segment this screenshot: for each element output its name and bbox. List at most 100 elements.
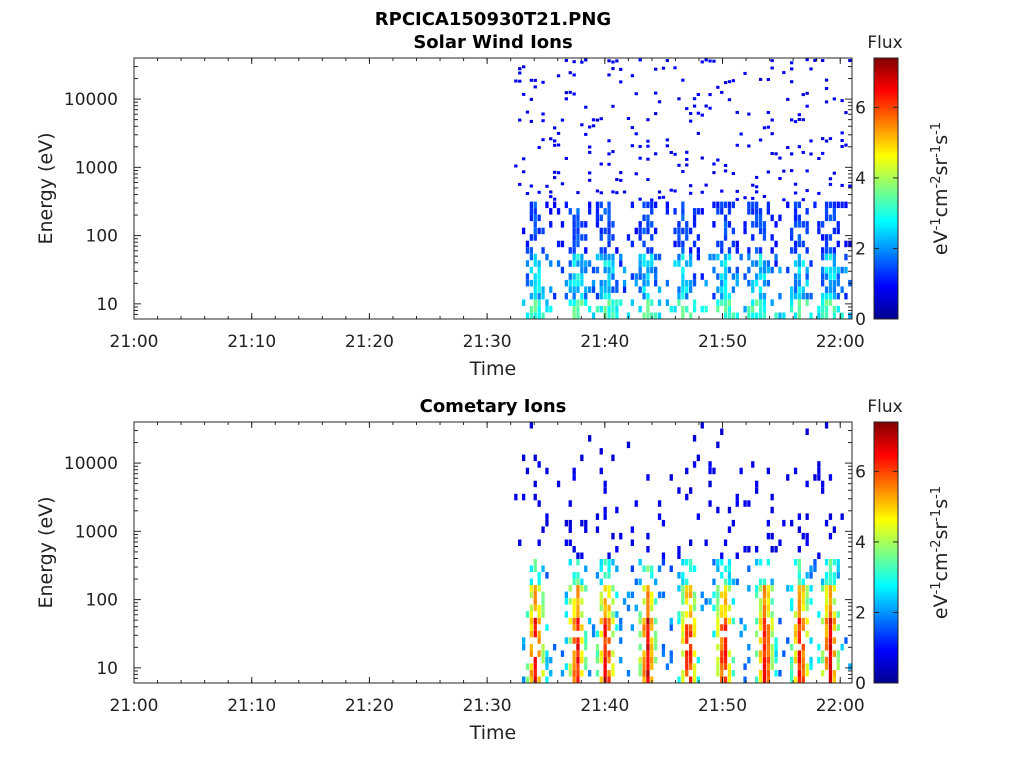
heatmap-cell xyxy=(836,201,840,209)
heatmap-cell xyxy=(553,197,557,201)
heatmap-cell xyxy=(700,422,704,429)
heatmap-cell xyxy=(723,273,728,280)
heatmap-cell xyxy=(716,565,720,572)
heatmap-cell xyxy=(797,234,801,241)
heatmap-cell xyxy=(576,227,580,235)
heatmap-cell xyxy=(685,611,689,618)
heatmap-cell xyxy=(646,650,650,657)
heatmap-cell xyxy=(638,663,642,670)
heatmap-cell xyxy=(685,467,689,475)
heatmap-cell xyxy=(580,519,584,527)
heatmap-cell xyxy=(739,617,743,625)
heatmap-cell xyxy=(572,637,576,644)
heatmap-cell xyxy=(529,253,533,261)
heatmap-cell xyxy=(677,240,681,248)
heatmap-cell xyxy=(638,156,642,160)
heatmap-cell xyxy=(626,670,631,677)
heatmap-cell xyxy=(766,611,770,618)
heatmap-cell xyxy=(564,292,568,300)
heatmap-cell xyxy=(545,656,549,664)
heatmap-cell xyxy=(723,611,728,618)
heatmap-cell xyxy=(805,591,809,599)
heatmap-cell xyxy=(607,240,611,248)
heatmap-cell xyxy=(533,656,537,664)
heatmap-cell xyxy=(525,240,530,248)
heatmap-cell xyxy=(758,656,763,664)
heatmap-cell xyxy=(556,143,561,147)
heatmap-cell xyxy=(657,565,662,572)
heatmap-cell xyxy=(743,663,747,670)
heatmap-cell xyxy=(828,201,833,209)
heatmap-cell xyxy=(790,598,794,605)
heatmap-cell xyxy=(650,650,654,657)
heatmap-cell xyxy=(611,617,615,625)
heatmap-cell xyxy=(766,656,770,664)
heatmap-cell xyxy=(677,97,681,101)
plot-frame xyxy=(133,57,853,320)
heatmap-cell xyxy=(537,299,541,306)
heatmap-cell xyxy=(774,650,778,657)
heatmap-cell xyxy=(766,559,770,566)
heatmap-cell xyxy=(805,532,809,540)
heatmap-cell xyxy=(723,260,728,267)
heatmap-cell xyxy=(607,227,611,235)
heatmap-cell xyxy=(572,286,576,293)
heatmap-cell xyxy=(797,253,801,261)
heatmap-cell xyxy=(615,546,619,553)
heatmap-cell xyxy=(681,253,685,261)
heatmap-cell xyxy=(603,305,607,313)
heatmap-cell xyxy=(580,260,584,267)
heatmap-cell xyxy=(533,604,537,612)
heatmap-cell xyxy=(735,110,739,114)
heatmap-cell xyxy=(723,578,728,586)
heatmap-cell xyxy=(646,260,650,267)
heatmap-cell xyxy=(716,591,720,599)
heatmap-cell xyxy=(607,656,611,664)
heatmap-cell xyxy=(832,253,836,261)
heatmap-cell xyxy=(685,559,689,566)
heatmap-cell xyxy=(611,104,615,108)
heatmap-cell xyxy=(576,273,580,280)
heatmap-cell xyxy=(572,73,576,77)
heatmap-cell xyxy=(708,467,712,475)
heatmap-cell xyxy=(665,144,669,148)
heatmap-cell xyxy=(529,578,533,586)
heatmap-cell xyxy=(723,604,728,612)
heatmap-cell xyxy=(576,214,580,222)
heatmap-cell xyxy=(758,559,763,566)
heatmap-cell xyxy=(556,240,561,248)
heatmap-cell xyxy=(595,214,600,222)
heatmap-cell xyxy=(712,630,716,638)
heatmap-cell xyxy=(723,637,728,644)
heatmap-cell xyxy=(720,90,724,94)
heatmap-cell xyxy=(790,299,794,306)
x-tick-label: 21:20 xyxy=(345,696,394,716)
heatmap-cell xyxy=(576,604,580,612)
heatmap-cell xyxy=(755,175,759,179)
heatmap-cell xyxy=(797,279,801,287)
heatmap-cell xyxy=(824,247,829,254)
heatmap-cell xyxy=(755,201,759,209)
heatmap-cell xyxy=(782,198,786,202)
heatmap-cell xyxy=(735,312,739,319)
heatmap-cell xyxy=(619,532,623,540)
heatmap-cell xyxy=(689,565,693,572)
heatmap-cell xyxy=(564,611,568,618)
heatmap-cell xyxy=(595,221,600,228)
heatmap-cell xyxy=(657,513,662,520)
heatmap-cell xyxy=(828,565,833,572)
heatmap-cell xyxy=(576,234,580,241)
heatmap-cell xyxy=(689,604,693,612)
heatmap-cell xyxy=(599,650,603,657)
heatmap-cell xyxy=(689,663,693,670)
heatmap-cell xyxy=(603,208,607,215)
heatmap-cell xyxy=(533,78,537,82)
heatmap-cell xyxy=(537,604,541,612)
heatmap-cell xyxy=(766,643,770,651)
heatmap-cell xyxy=(778,266,782,274)
heatmap-cell xyxy=(832,650,836,657)
heatmap-cell xyxy=(685,221,689,228)
heatmap-cell xyxy=(572,312,576,319)
heatmap-cell xyxy=(790,604,794,612)
heatmap-cell xyxy=(813,474,817,481)
